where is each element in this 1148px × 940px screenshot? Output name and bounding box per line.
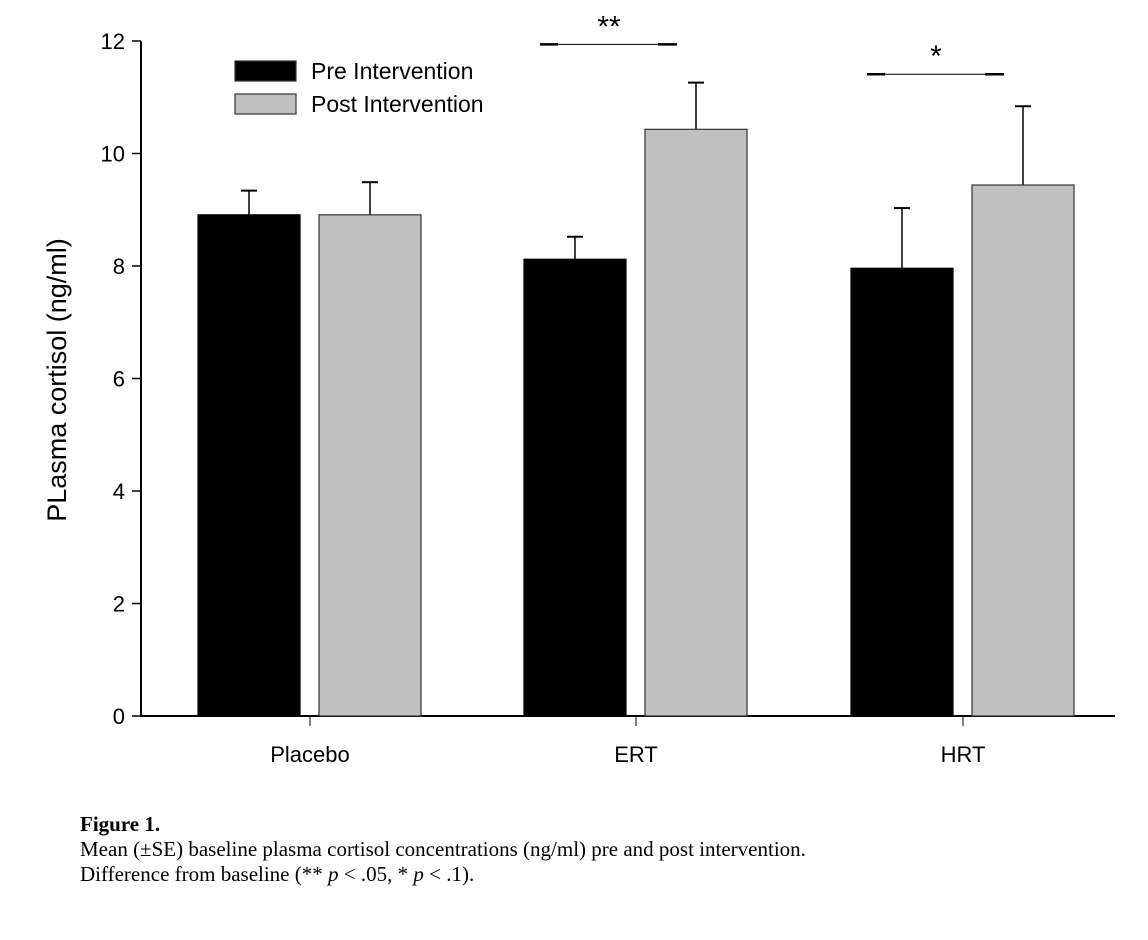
y-tick-label: 8 (113, 254, 125, 279)
x-tick-label: HRT (941, 742, 986, 767)
bar-pre-intervention-ert (523, 258, 627, 717)
y-tick-label: 2 (113, 592, 125, 617)
figure-label: Figure 1. (80, 812, 161, 836)
bar-chart: 0 2 4 6 8 10 12 PLasma cortisol (ng/ml) Placebo E… (42, 10, 1115, 767)
y-axis-label: PLasma cortisol (ng/ml) (42, 238, 72, 522)
y-tick-label: 0 (113, 704, 125, 729)
legend-swatch (234, 60, 297, 82)
y-tick-label: 6 (113, 367, 125, 392)
caption-line-1: Mean (±SE) baseline plasma cortisol conc… (80, 837, 806, 861)
bar-pre-intervention-placebo (197, 214, 301, 717)
x-tick-label: Placebo (270, 742, 350, 767)
caption-p: p (413, 862, 424, 886)
caption-text: < .1). (423, 862, 475, 886)
caption-p: p (328, 862, 339, 886)
y-tick-label: 10 (101, 142, 125, 167)
significance-label: ** (597, 10, 621, 43)
y-tick-label: 12 (101, 29, 125, 54)
bar-post-intervention-placebo (318, 214, 422, 717)
x-tick-label: ERT (614, 742, 658, 767)
legend-label: Pre Intervention (311, 58, 473, 84)
bar-pre-intervention-hrt (850, 267, 954, 717)
figure-caption: Figure 1. Mean (±SE) baseline plasma cor… (80, 812, 806, 887)
y-tick-label: 4 (113, 479, 125, 504)
caption-text: Difference from baseline (** (80, 862, 329, 886)
legend-swatch (234, 93, 297, 115)
legend-label: Post Intervention (311, 91, 484, 117)
bar-post-intervention-hrt (971, 184, 1075, 717)
caption-line-2: Difference from baseline (** p < .05, * … (80, 862, 806, 887)
bar-post-intervention-ert (644, 128, 748, 717)
caption-text: < .05, * (338, 862, 414, 886)
significance-label: * (930, 40, 942, 73)
